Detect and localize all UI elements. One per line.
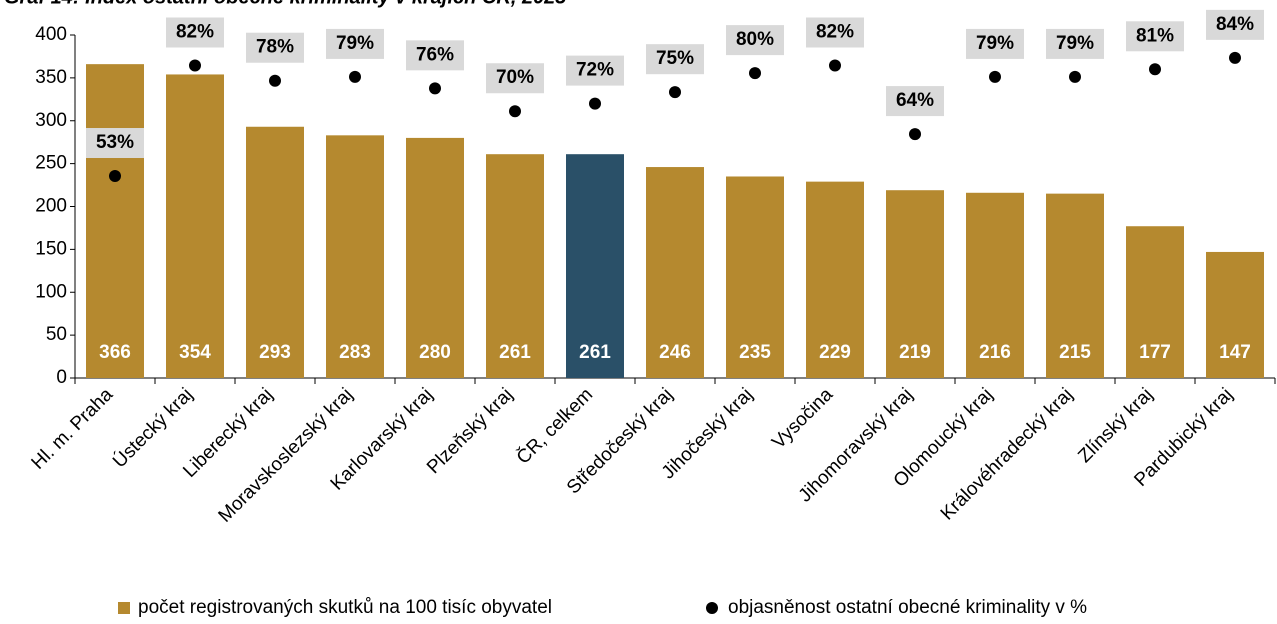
x-tick-label: ČR, celkem bbox=[512, 384, 597, 469]
x-tick-label: Královéhradecký kraj bbox=[937, 384, 1077, 524]
dot bbox=[269, 74, 281, 87]
legend-label: počet registrovaných skutků na 100 tisíc… bbox=[138, 597, 552, 618]
dot bbox=[429, 82, 441, 95]
bar-label: 261 bbox=[499, 342, 531, 363]
bar bbox=[806, 181, 864, 378]
x-tick-label: Zlínský kraj bbox=[1074, 384, 1157, 467]
dot-label: 79% bbox=[336, 33, 374, 54]
dot-label-box bbox=[566, 55, 624, 86]
dot-label: 79% bbox=[976, 33, 1014, 54]
bar bbox=[1206, 251, 1264, 378]
dot-label-box bbox=[886, 86, 944, 117]
dot-label: 82% bbox=[176, 22, 214, 43]
bar bbox=[966, 192, 1024, 378]
bar-label: 215 bbox=[1059, 342, 1091, 363]
dot-label: 82% bbox=[816, 22, 854, 43]
bar-label: 246 bbox=[659, 342, 691, 363]
bar-label: 229 bbox=[819, 342, 851, 363]
dot-label-box bbox=[406, 40, 464, 71]
bar bbox=[166, 74, 224, 378]
dot bbox=[909, 128, 921, 141]
bar-label: 235 bbox=[739, 342, 771, 363]
dot bbox=[829, 59, 841, 72]
dot bbox=[349, 70, 361, 83]
y-tick-label: 100 bbox=[35, 281, 67, 302]
y-tick-label: 300 bbox=[35, 110, 67, 131]
dot bbox=[669, 86, 681, 99]
dot bbox=[1229, 51, 1241, 64]
bar bbox=[566, 154, 624, 378]
x-tick-label: Ústecký kraj bbox=[108, 384, 197, 473]
x-tick-label: Plzeňský kraj bbox=[423, 384, 517, 478]
dot bbox=[749, 67, 761, 80]
dot-label: 78% bbox=[256, 37, 294, 58]
dot-label: 79% bbox=[1056, 33, 1094, 54]
dot bbox=[1069, 70, 1081, 83]
dot-label: 76% bbox=[416, 44, 454, 65]
y-tick-label: 350 bbox=[35, 67, 67, 88]
dot-label-box bbox=[326, 28, 384, 59]
dot-label: 84% bbox=[1216, 14, 1254, 35]
dot-label-box bbox=[1206, 9, 1264, 40]
dot-label: 64% bbox=[896, 90, 934, 111]
bar bbox=[86, 64, 144, 378]
dot-label-box bbox=[806, 17, 864, 48]
dot-label: 72% bbox=[576, 60, 614, 81]
bar-label: 216 bbox=[979, 342, 1011, 363]
bar bbox=[886, 190, 944, 378]
dot-label-box bbox=[246, 32, 304, 63]
bar-label: 147 bbox=[1219, 342, 1251, 363]
bar bbox=[1126, 226, 1184, 378]
x-tick-label: Moravskoslezský kraj bbox=[215, 384, 358, 527]
bar-label: 293 bbox=[259, 342, 291, 363]
dot-label-box bbox=[166, 17, 224, 48]
dot bbox=[109, 170, 121, 183]
bar bbox=[646, 167, 704, 378]
dot-label-box bbox=[726, 25, 784, 56]
bar bbox=[246, 126, 304, 378]
y-tick-label: 150 bbox=[35, 238, 67, 259]
bar bbox=[726, 176, 784, 378]
x-tick-label: Vysočina bbox=[768, 384, 837, 453]
bar bbox=[1046, 193, 1104, 378]
y-tick-label: 400 bbox=[35, 24, 67, 45]
y-tick-label: 50 bbox=[46, 324, 67, 345]
bar-label: 280 bbox=[419, 342, 451, 363]
y-tick-label: 250 bbox=[35, 153, 67, 174]
dot-label: 75% bbox=[656, 48, 694, 69]
bar-label: 219 bbox=[899, 342, 931, 363]
legend-swatch bbox=[706, 602, 718, 614]
x-tick-label: Hl. m. Praha bbox=[28, 384, 118, 474]
dot bbox=[1149, 63, 1161, 76]
dot-label: 80% bbox=[736, 29, 774, 50]
dot-label-box bbox=[966, 28, 1024, 59]
dot-label-box bbox=[1046, 28, 1104, 59]
y-tick-label: 0 bbox=[56, 367, 67, 388]
legend-swatch bbox=[118, 602, 130, 614]
bar-label: 261 bbox=[579, 342, 611, 363]
dot-label-box bbox=[646, 44, 704, 75]
dot-label-box bbox=[486, 63, 544, 94]
legend-label: objasněnost ostatní obecné kriminality v… bbox=[728, 597, 1087, 618]
dot-label: 70% bbox=[496, 67, 534, 88]
dot-label: 53% bbox=[96, 132, 134, 153]
dot bbox=[509, 105, 521, 118]
dot-label: 81% bbox=[1136, 25, 1174, 46]
dot bbox=[989, 70, 1001, 83]
dot bbox=[589, 97, 601, 110]
bar-label: 354 bbox=[179, 342, 211, 363]
bar bbox=[326, 135, 384, 378]
dot-label-box bbox=[86, 128, 144, 159]
bar bbox=[406, 137, 464, 378]
bar-label: 177 bbox=[1139, 342, 1171, 363]
bar-label: 366 bbox=[99, 342, 131, 363]
dot-label-box bbox=[1126, 21, 1184, 52]
chart-title: Graf 14: Index ostatní obecné kriminalit… bbox=[4, 0, 566, 8]
dot bbox=[189, 59, 201, 72]
bar bbox=[486, 154, 544, 378]
bar-label: 283 bbox=[339, 342, 371, 363]
y-tick-label: 200 bbox=[35, 196, 67, 217]
